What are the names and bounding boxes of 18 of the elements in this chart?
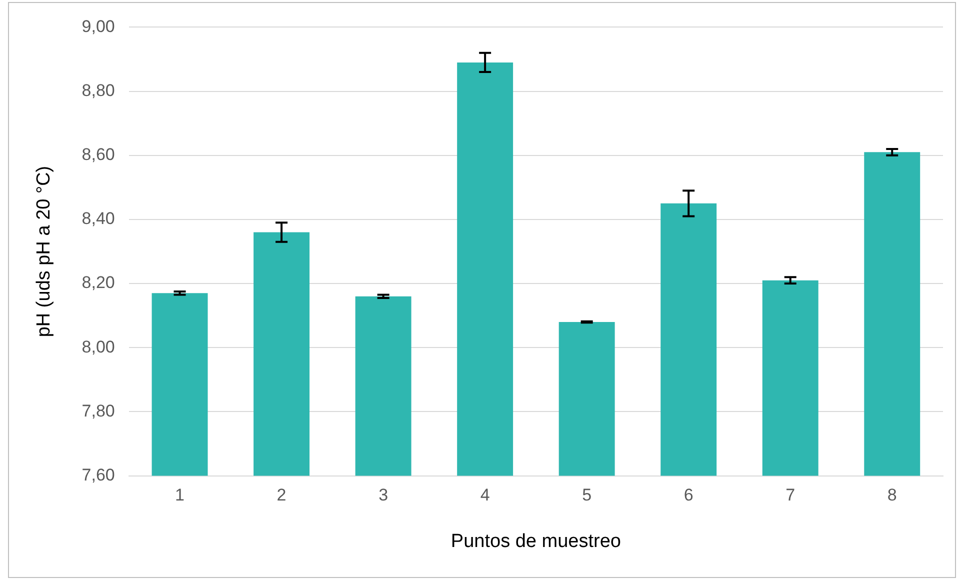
y-tick-label: 8,60	[82, 145, 115, 164]
y-tick-label: 8,40	[82, 209, 115, 228]
y-tick-label: 8,20	[82, 273, 115, 292]
x-tick-label: 3	[378, 486, 388, 505]
y-tick-label: 7,80	[82, 401, 115, 420]
x-tick-label: 6	[684, 486, 694, 505]
x-tick-label: 7	[786, 486, 796, 505]
x-tick-label: 4	[480, 486, 490, 505]
y-tick-label: 8,00	[82, 337, 115, 356]
y-tick-label: 7,60	[82, 465, 115, 484]
y-tick-label: 8,80	[82, 80, 115, 100]
x-tick-label: 1	[175, 486, 185, 505]
y-axis-title: pH (uds pH a 20 °C)	[34, 166, 55, 338]
x-axis-title: Puntos de muestreo	[450, 530, 621, 552]
x-tick-label: 2	[276, 486, 286, 505]
x-tick-label: 5	[582, 486, 592, 505]
y-tick-label: 9,00	[82, 16, 115, 36]
x-tick-label: 8	[887, 486, 897, 505]
